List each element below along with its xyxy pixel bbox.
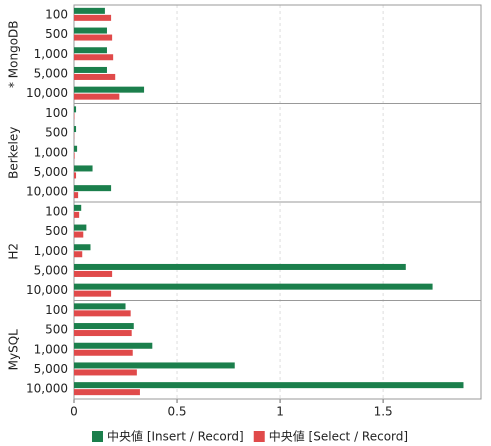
legend-label: 中央値 [Insert / Record]: [107, 429, 244, 444]
bar: [74, 251, 83, 258]
bar: [74, 349, 133, 356]
bar: [74, 224, 87, 231]
bar: [74, 342, 153, 349]
legend-swatch: [253, 431, 265, 442]
y-tick-label: 5,000: [34, 66, 68, 80]
bar: [74, 34, 113, 41]
bar: [74, 231, 84, 238]
y-tick-label: 1,000: [34, 342, 68, 356]
bar: [74, 145, 78, 152]
panel-label: MySQL: [7, 329, 21, 371]
y-tick-label: 1,000: [34, 145, 68, 159]
legend-swatch: [92, 431, 103, 442]
bar: [74, 290, 112, 297]
panel-frame: [73, 103, 482, 203]
bar: [74, 382, 464, 389]
panel-label: Berkeley: [7, 127, 21, 179]
legend-label: 中央値 [Select / Record]: [269, 429, 408, 444]
bar: [74, 303, 126, 310]
bar: [74, 7, 105, 14]
bar: [74, 47, 107, 54]
bar: [74, 27, 107, 34]
bar: [74, 389, 140, 396]
y-tick-label: 100: [45, 106, 68, 120]
bar: [74, 73, 116, 80]
bar: [74, 362, 235, 369]
y-tick-label: 500: [45, 224, 68, 238]
y-tick-label: 10,000: [26, 86, 68, 100]
y-tick-label: 10,000: [26, 185, 68, 199]
x-tick-label: 0: [70, 405, 78, 419]
y-tick-label: 500: [45, 27, 68, 41]
y-tick-label: 500: [45, 323, 68, 337]
bar: [74, 244, 91, 251]
bar: [74, 270, 113, 277]
bar: [74, 66, 107, 73]
y-tick-label: 100: [45, 303, 68, 317]
bar: [74, 263, 406, 270]
y-tick-label: 5,000: [34, 263, 68, 277]
y-tick-label: 100: [45, 7, 68, 21]
bar: [74, 323, 134, 330]
y-tick-label: 10,000: [26, 283, 68, 297]
bar: [74, 14, 112, 21]
y-tick-label: 1,000: [34, 244, 68, 258]
bar: [74, 54, 114, 61]
bar: [74, 192, 79, 199]
bar: [74, 330, 132, 337]
bar: [74, 93, 120, 100]
y-tick-label: 100: [45, 204, 68, 218]
y-tick-label: 500: [45, 126, 68, 140]
y-tick-label: 5,000: [34, 362, 68, 376]
x-tick-label: 0.5: [167, 405, 186, 419]
bar: [74, 185, 112, 192]
bar: [74, 369, 137, 376]
x-tick-label: 1: [276, 405, 284, 419]
bar: [74, 211, 80, 218]
panel-label: H2: [7, 243, 21, 260]
bar: [74, 204, 82, 211]
y-tick-label: 5,000: [34, 165, 68, 179]
bar: [74, 86, 145, 93]
bar: [74, 283, 433, 290]
bar: [74, 310, 131, 317]
bar: [74, 172, 77, 179]
bar: [74, 106, 77, 113]
y-tick-label: 10,000: [26, 382, 68, 396]
panel-label: * MongoDB: [7, 20, 21, 88]
bar: [74, 126, 77, 133]
x-tick-label: 1.5: [374, 405, 393, 419]
y-tick-label: 1,000: [34, 47, 68, 61]
bar: [74, 152, 75, 159]
bar: [74, 165, 93, 172]
